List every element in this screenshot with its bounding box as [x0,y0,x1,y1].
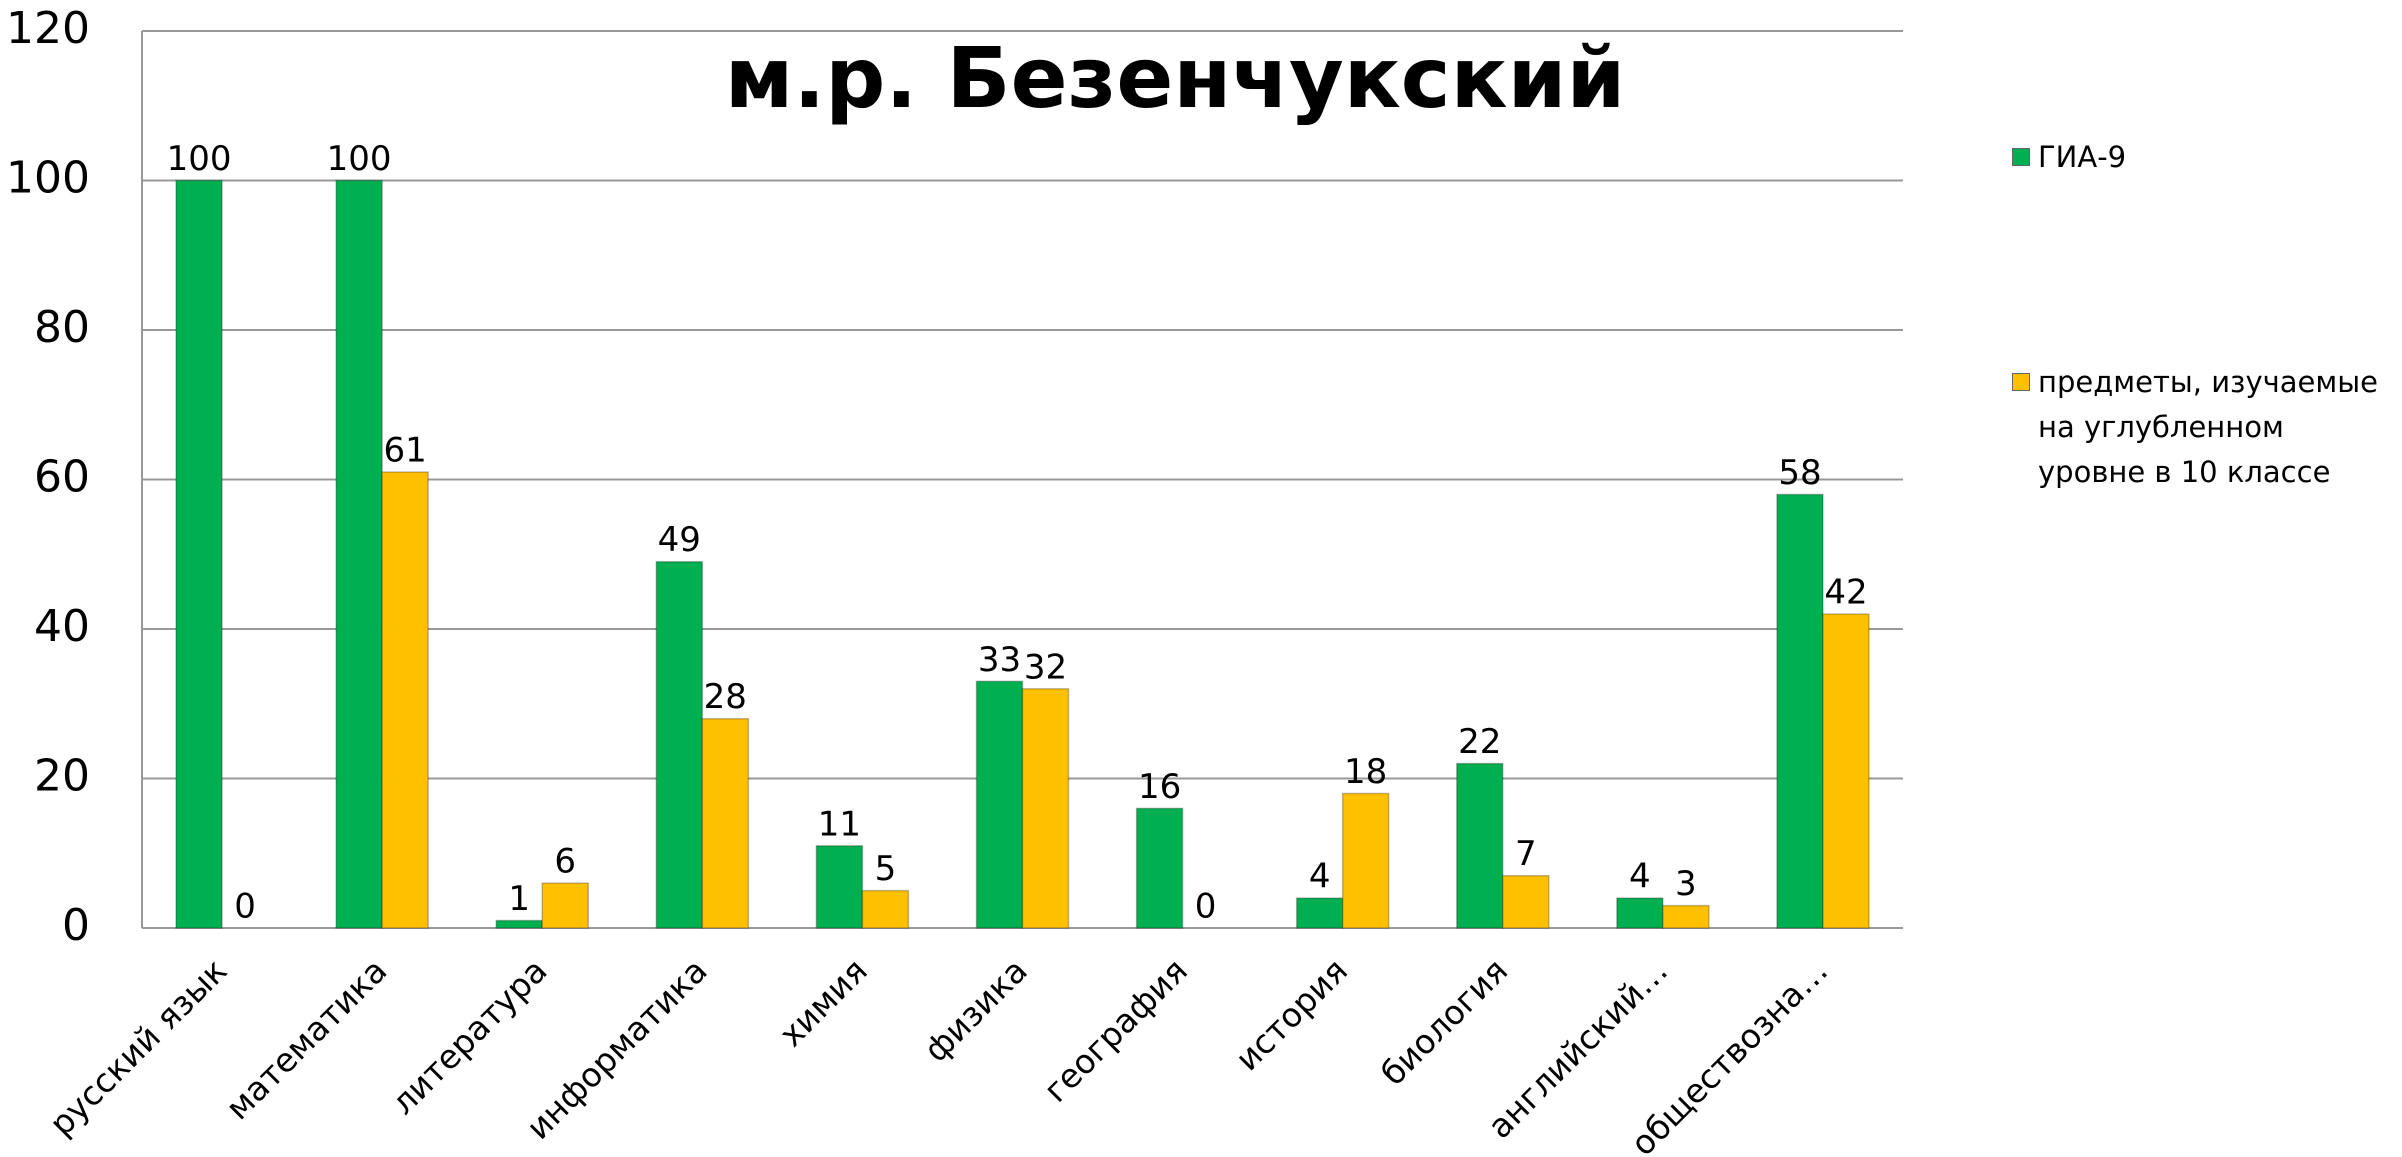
data-label: 49 [658,520,701,560]
data-label: 6 [554,842,576,882]
y-tick-label: 120 [6,3,90,54]
data-label: 58 [1778,453,1821,493]
y-tick-label: 80 [34,302,90,353]
bar [175,179,223,929]
y-tick-label: 100 [6,153,90,204]
legend-swatch [2012,373,2030,391]
data-label: 61 [384,431,427,471]
bar [1456,762,1504,929]
legend-swatch [2012,148,2030,166]
bar [1295,897,1344,929]
data-label: 28 [704,677,747,717]
bar [1021,688,1070,929]
bar [541,882,589,929]
bar [701,717,750,929]
data-label: 16 [1138,767,1181,807]
x-tick-label: биология [1373,951,1515,1093]
y-tick-label: 20 [34,751,90,802]
x-tick-label: литература [383,951,554,1122]
bar [1822,613,1870,929]
bar [1662,904,1710,929]
data-label: 100 [167,139,232,179]
data-label: 7 [1515,834,1537,874]
data-label: 4 [1629,857,1651,897]
bar [975,680,1024,929]
x-tick-label: география [1036,951,1195,1110]
y-tick-label: 60 [34,452,90,503]
bar [495,919,543,929]
x-tick-label: математика [218,951,394,1127]
x-tick-label: история [1228,951,1355,1078]
y-tick-label: 0 [62,900,90,951]
legend-item: ГИА-9 [2012,135,2392,180]
legend-label: предметы, изучаемые на углубленном уровн… [2038,365,2378,489]
bar [655,560,704,929]
x-tick-label: химия [771,951,874,1054]
data-label: 33 [978,640,1021,680]
data-label: 4 [1309,857,1331,897]
bar [815,845,864,929]
data-label: 32 [1024,647,1067,687]
data-label: 3 [1675,864,1697,904]
bar [1616,897,1664,929]
data-label: 100 [327,139,392,179]
data-label: 1 [508,879,530,919]
bar [1135,807,1184,929]
legend-item: предметы, изучаемые на углубленном уровн… [2012,360,2392,495]
bar [1776,493,1824,929]
y-tick-label: 40 [34,601,90,652]
bar [1502,874,1550,929]
x-tick-label: русский язык [42,951,235,1144]
data-label: 11 [818,804,861,844]
bar [381,471,429,929]
bar [861,889,910,929]
bar [1341,792,1390,929]
bar [335,179,383,929]
data-label: 18 [1344,752,1387,792]
data-label: 5 [875,849,897,889]
chart-title: м.р. Безенчукский [725,29,1626,127]
data-label: 42 [1824,573,1867,613]
data-label: 0 [234,887,256,927]
legend-label: ГИА-9 [2038,140,2127,174]
x-tick-label: физика [916,951,1035,1070]
data-label: 0 [1195,887,1217,927]
data-label: 22 [1458,722,1501,762]
